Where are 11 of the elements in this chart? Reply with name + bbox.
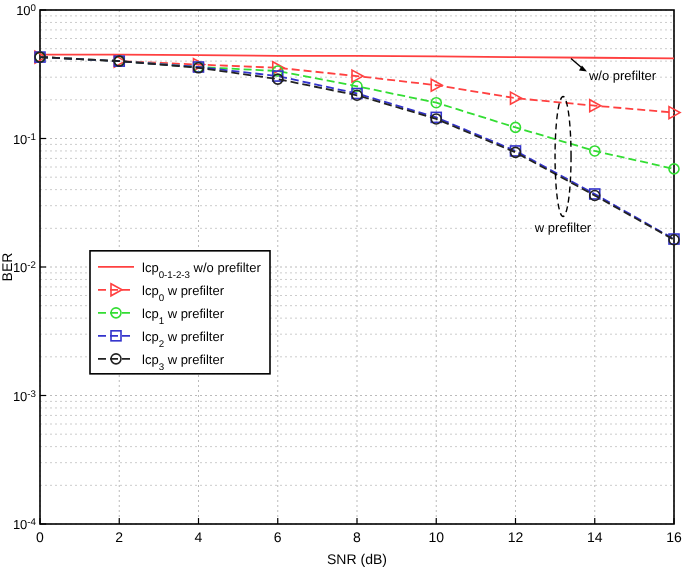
point: [351, 80, 363, 93]
point: [430, 78, 444, 92]
point: [430, 96, 443, 109]
point: [668, 105, 681, 120]
point: [668, 163, 680, 175]
point: [588, 145, 601, 157]
point: [588, 98, 602, 113]
point: [509, 91, 523, 105]
point: [509, 121, 522, 134]
point: [351, 69, 364, 83]
point: [271, 65, 284, 77]
